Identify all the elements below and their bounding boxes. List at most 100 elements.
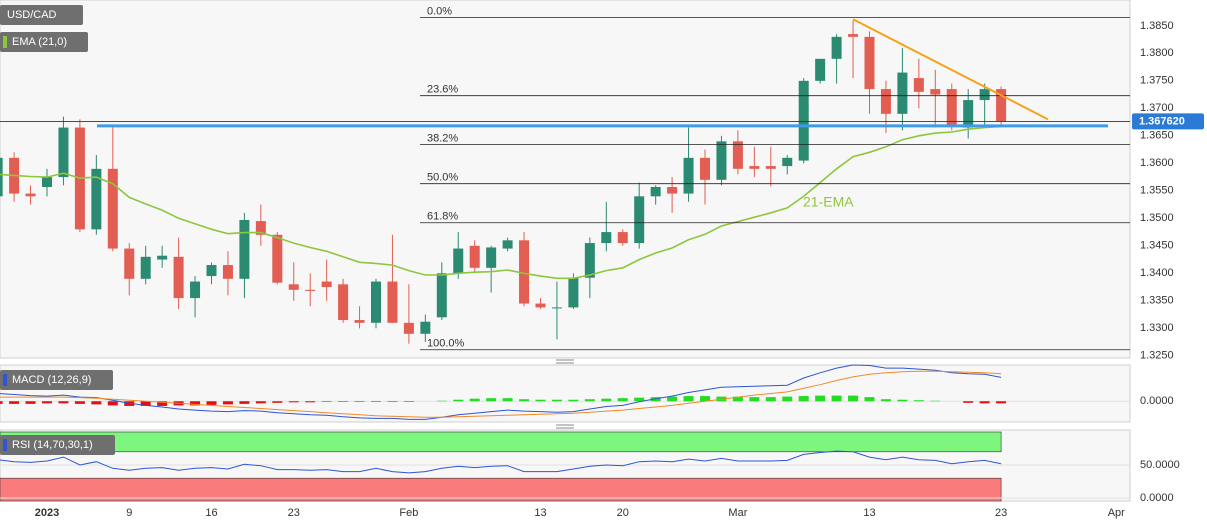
macd-histogram-bar (864, 397, 875, 402)
candle-body (880, 89, 891, 114)
candle-body (568, 277, 579, 308)
macd-histogram-bar (650, 397, 661, 402)
candle-body (338, 284, 349, 321)
macd-histogram-bar (782, 396, 793, 402)
candle-body (239, 219, 250, 279)
candle-body (650, 186, 661, 197)
x-tick-label: 23 (995, 507, 1007, 519)
price-tag (1132, 113, 1204, 130)
candle-body (584, 243, 595, 278)
candle-body (913, 78, 924, 92)
candle-body (732, 141, 743, 169)
macd-legend-label: MACD (12,26,9) (12, 374, 91, 386)
y-tick-label: 1.3350 (1140, 295, 1174, 307)
candle-body (601, 232, 612, 244)
y-tick-label: 1.3300 (1140, 322, 1174, 334)
macd-histogram-bar (25, 401, 36, 404)
macd-histogram-bar (486, 398, 497, 402)
macd-histogram-bar (354, 401, 365, 402)
ema-legend-label: EMA (21,0) (12, 36, 67, 48)
macd-histogram-bar (749, 397, 760, 402)
price-tag-label: 1.367620 (1139, 115, 1185, 127)
y-tick-label: 50.0000 (1140, 459, 1180, 471)
candle-body (453, 248, 464, 274)
macd-histogram-bar (157, 401, 168, 406)
candle-body (272, 234, 283, 283)
candle-body (700, 157, 710, 180)
macd-histogram-bar (91, 401, 102, 405)
fib-label: 50.0% (427, 172, 458, 184)
macd-histogram-bar (403, 401, 414, 402)
macd-histogram-bar (551, 399, 562, 402)
trend-line (852, 18, 1049, 121)
macd-histogram-bar (453, 399, 464, 402)
candle-body (535, 303, 546, 308)
macd-histogram-bar (190, 401, 201, 406)
macd-histogram-bar (848, 395, 859, 402)
candle-body (946, 89, 957, 125)
macd-histogram-bar (732, 396, 743, 402)
y-tick-label: 1.3500 (1140, 212, 1174, 224)
candle-body (403, 322, 414, 334)
y-tick-label: 0.0000 (1140, 492, 1174, 504)
x-tick-label: 23 (288, 507, 300, 519)
rsi-legend-box (0, 435, 115, 455)
macd-histogram-bar (107, 401, 118, 406)
macd-histogram-bar (436, 400, 447, 402)
y-tick-label: 1.3650 (1140, 130, 1174, 142)
candle-body (321, 281, 332, 288)
macd-histogram-bar (9, 401, 20, 404)
fib-label: 100.0% (427, 338, 465, 350)
rsi-legend-swatch (3, 439, 7, 451)
candle-body (124, 248, 135, 279)
candle-body (486, 247, 497, 268)
x-tick-label: Apr (1108, 507, 1125, 519)
candle-body (0, 157, 3, 197)
macd-histogram-bar (387, 401, 398, 402)
candle-body (716, 141, 727, 180)
symbol-label: USD/CAD (7, 9, 57, 21)
macd-histogram-bar (140, 401, 151, 406)
candle-body (420, 321, 431, 334)
candle-body (551, 307, 562, 309)
grid-layer (0, 400, 1130, 502)
macd-histogram-bar (371, 401, 381, 402)
macd-histogram-bar (667, 396, 678, 402)
macd-histogram-bar (42, 401, 52, 404)
fib-label: 23.6% (427, 84, 458, 96)
candle-body (371, 281, 381, 323)
x-tick-label: Mar (728, 507, 747, 519)
macd-histogram-bar (963, 401, 974, 403)
x-tick-label: 2023 (35, 507, 59, 519)
y-tick-label: 1.3250 (1140, 350, 1174, 362)
candle-body (749, 166, 760, 169)
x-tick-label: 20 (617, 507, 629, 519)
candle-body (782, 157, 793, 167)
candle-body (107, 168, 118, 249)
candle-body (979, 89, 990, 101)
macd-legend-box (0, 370, 113, 390)
rsi-line (0, 450, 1002, 474)
macd-panel (0, 364, 1131, 423)
macd-histogram-bar (880, 399, 891, 402)
x-tick-label: 13 (534, 507, 546, 519)
overbought-band (0, 431, 1002, 453)
y-tick-label: 1.3700 (1140, 102, 1174, 114)
macd-histogram-bar (683, 396, 694, 402)
macd-histogram-bar (519, 399, 530, 402)
candle-body (25, 193, 36, 197)
candle-body (58, 127, 69, 178)
candle-body (996, 89, 1007, 122)
macd-histogram-bar (634, 397, 645, 402)
x-tick-label: 9 (126, 507, 132, 519)
macd-histogram-bar (74, 401, 85, 404)
macd-histogram-bar (765, 397, 776, 402)
main-panel (0, 0, 1131, 359)
candle-body (436, 273, 447, 318)
y-tick-label: 1.3550 (1140, 185, 1174, 197)
candle-body (42, 177, 52, 187)
candle-body (91, 168, 102, 230)
candle-body (897, 72, 908, 114)
